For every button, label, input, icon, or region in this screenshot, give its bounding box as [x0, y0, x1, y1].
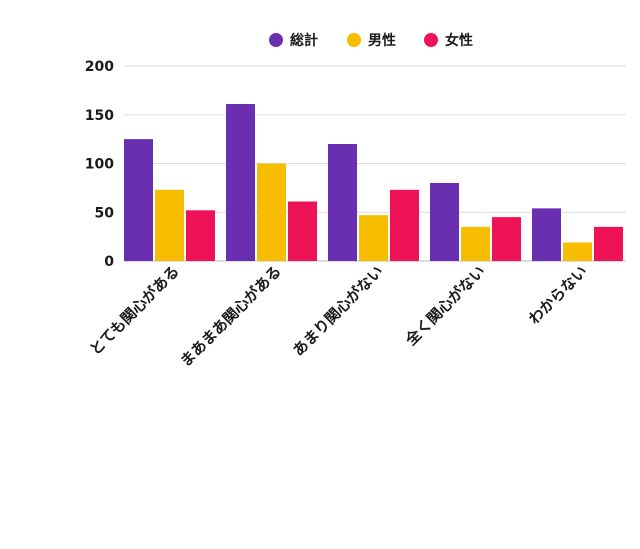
bar-1-2: [226, 104, 255, 262]
legend-label: 男性: [368, 32, 396, 49]
legend-label: 女性: [445, 32, 473, 49]
x-tick-label: とても関心がある: [86, 262, 183, 359]
bar-1-4: [430, 183, 459, 261]
legend-swatch: [424, 33, 438, 47]
legend-item[interactable]: 女性: [424, 32, 473, 49]
bar-3-4: [492, 217, 521, 261]
y-tick-label: 0: [104, 254, 114, 270]
legend-swatch: [347, 33, 361, 47]
x-tick-label: まあまあ関心がある: [177, 262, 285, 370]
bar-2-5: [563, 242, 592, 261]
y-tick-label: 100: [85, 157, 114, 173]
bar-3-5: [594, 226, 623, 261]
legend-item[interactable]: 総計: [269, 32, 318, 49]
bar-2-3: [359, 215, 388, 261]
bar-2-4: [461, 226, 490, 261]
y-tick-label: 50: [95, 205, 115, 221]
legend-item[interactable]: 男性: [347, 32, 396, 49]
y-axis-ticks: 0 50 100 150 200: [85, 59, 114, 270]
bar-1-5: [532, 208, 561, 261]
y-tick-label: 200: [85, 59, 114, 75]
bar-1-1: [124, 139, 153, 261]
x-tick-label: 全く関心がない: [401, 262, 489, 350]
legend: 総計 男性 女性: [269, 32, 473, 49]
bar-3-3: [390, 189, 419, 261]
bar-2-1: [155, 189, 184, 261]
bars: [124, 104, 623, 262]
x-tick-label: わからない: [525, 262, 591, 328]
bar-1-3: [328, 144, 357, 261]
legend-label: 総計: [290, 32, 318, 49]
y-tick-label: 150: [85, 108, 114, 124]
bar-3-2: [288, 201, 317, 261]
bar-3-1: [186, 210, 215, 261]
x-tick-label: あまり関心がない: [289, 262, 387, 360]
legend-swatch: [269, 33, 283, 47]
bar-2-2: [257, 163, 286, 261]
